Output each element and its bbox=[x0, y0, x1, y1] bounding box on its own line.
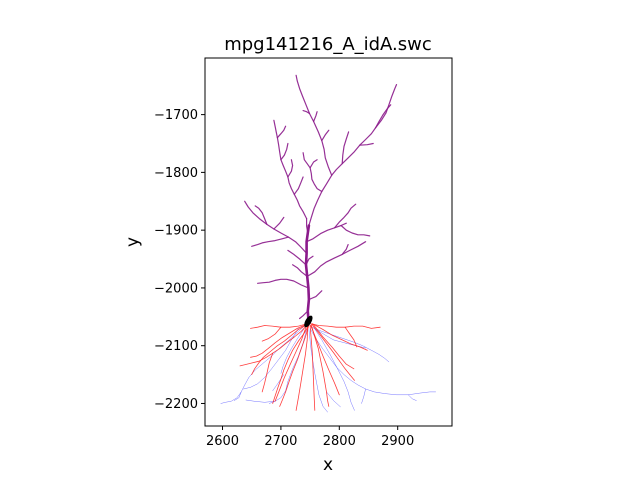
apical-dendrite-branch bbox=[321, 129, 330, 142]
apical-dendrite-branch bbox=[292, 264, 308, 277]
x-tick-label: 2600 bbox=[206, 434, 239, 449]
plot-frame bbox=[204, 57, 453, 427]
y-axis-label: y bbox=[123, 237, 143, 247]
y-tick-label: −1800 bbox=[154, 166, 198, 181]
axon-branch bbox=[272, 374, 285, 392]
apical-dendrite-branch bbox=[302, 110, 311, 115]
apical-trunk bbox=[304, 224, 311, 321]
basal-dendrite-branch bbox=[344, 326, 358, 348]
y-tick-label: −2200 bbox=[154, 397, 198, 412]
basal-dendrite-branch bbox=[250, 324, 306, 358]
apical-dendrite-branch bbox=[340, 224, 371, 237]
apical-dendrite-branch bbox=[313, 111, 318, 123]
series-apical-dendrite bbox=[244, 74, 398, 321]
apical-dendrite-branch bbox=[273, 216, 285, 230]
apical-dendrite-branch bbox=[334, 203, 357, 229]
y-axis: −1700 −1800 −1900 −2000 −2100 −2200 bbox=[154, 108, 205, 412]
apical-dendrite-branch bbox=[341, 244, 349, 255]
apical-dendrite-branch bbox=[341, 131, 350, 165]
chart-title: mpg141216_A_idA.swc bbox=[224, 34, 432, 55]
axon-branch bbox=[313, 326, 355, 411]
basal-dendrite-branch bbox=[311, 323, 355, 381]
y-tick-label: −2100 bbox=[154, 339, 198, 354]
apical-dendrite-branch bbox=[306, 241, 367, 277]
basal-dendrite-branch bbox=[279, 324, 310, 407]
basal-dendrite-branch bbox=[313, 324, 355, 370]
apical-dendrite-branch bbox=[299, 310, 309, 320]
axon-branch bbox=[280, 328, 305, 374]
basal-dendrite-branch bbox=[261, 326, 282, 342]
series-basal-dendrite bbox=[239, 323, 381, 411]
basal-dendrite-branch bbox=[274, 325, 307, 402]
y-tick-label: −2000 bbox=[154, 281, 198, 296]
apical-dendrite-branch bbox=[254, 205, 268, 225]
axon-branch bbox=[311, 326, 390, 363]
basal-dendrite-branch bbox=[310, 324, 330, 407]
apical-dendrite-branch bbox=[251, 236, 290, 247]
x-tick-label: 2800 bbox=[323, 434, 356, 449]
x-axis: 2600 2700 2800 2900 bbox=[206, 426, 414, 449]
apical-dendrite-branch bbox=[374, 104, 392, 129]
basal-dendrite-branch bbox=[272, 324, 310, 404]
apical-dendrite-branch bbox=[257, 278, 309, 289]
basal-dendrite-branch bbox=[312, 323, 368, 351]
plot-area bbox=[205, 58, 452, 426]
axon-branch bbox=[308, 329, 328, 413]
apical-dendrite-branch bbox=[273, 119, 308, 220]
axon-branch bbox=[243, 328, 299, 390]
axon-branch bbox=[407, 394, 417, 401]
basal-dendrite-branch bbox=[309, 325, 316, 411]
apical-dendrite-branch bbox=[287, 249, 307, 266]
x-axis-label: x bbox=[323, 455, 333, 475]
apical-dendrite-branch bbox=[280, 142, 289, 161]
apical-dendrite-branch bbox=[287, 159, 294, 178]
basal-dendrite-branch bbox=[251, 325, 305, 375]
axon-branch bbox=[326, 391, 341, 408]
neuron-morphology bbox=[220, 74, 436, 413]
apical-dendrite-branch bbox=[276, 125, 287, 139]
axon-branch bbox=[361, 388, 366, 404]
basal-dendrite-branch bbox=[295, 325, 309, 411]
x-tick-label: 2700 bbox=[264, 434, 297, 449]
apical-dendrite-branch bbox=[302, 152, 323, 193]
apical-dendrite-branch bbox=[359, 142, 374, 146]
basal-dendrite-branch bbox=[310, 325, 340, 396]
y-tick-label: −1900 bbox=[154, 224, 198, 239]
basal-dendrite-branch bbox=[261, 352, 274, 393]
axon-branch bbox=[233, 391, 242, 401]
basal-dendrite-branch bbox=[250, 323, 308, 329]
apical-dendrite-branch bbox=[308, 290, 323, 301]
axon-branch bbox=[309, 328, 436, 396]
soma bbox=[304, 315, 313, 328]
apical-dendrite-branch bbox=[293, 176, 304, 195]
axon-branch bbox=[245, 399, 276, 403]
y-tick-label: −1700 bbox=[154, 108, 198, 123]
x-tick-label: 2900 bbox=[381, 434, 414, 449]
apical-dendrite-branch bbox=[309, 159, 318, 169]
